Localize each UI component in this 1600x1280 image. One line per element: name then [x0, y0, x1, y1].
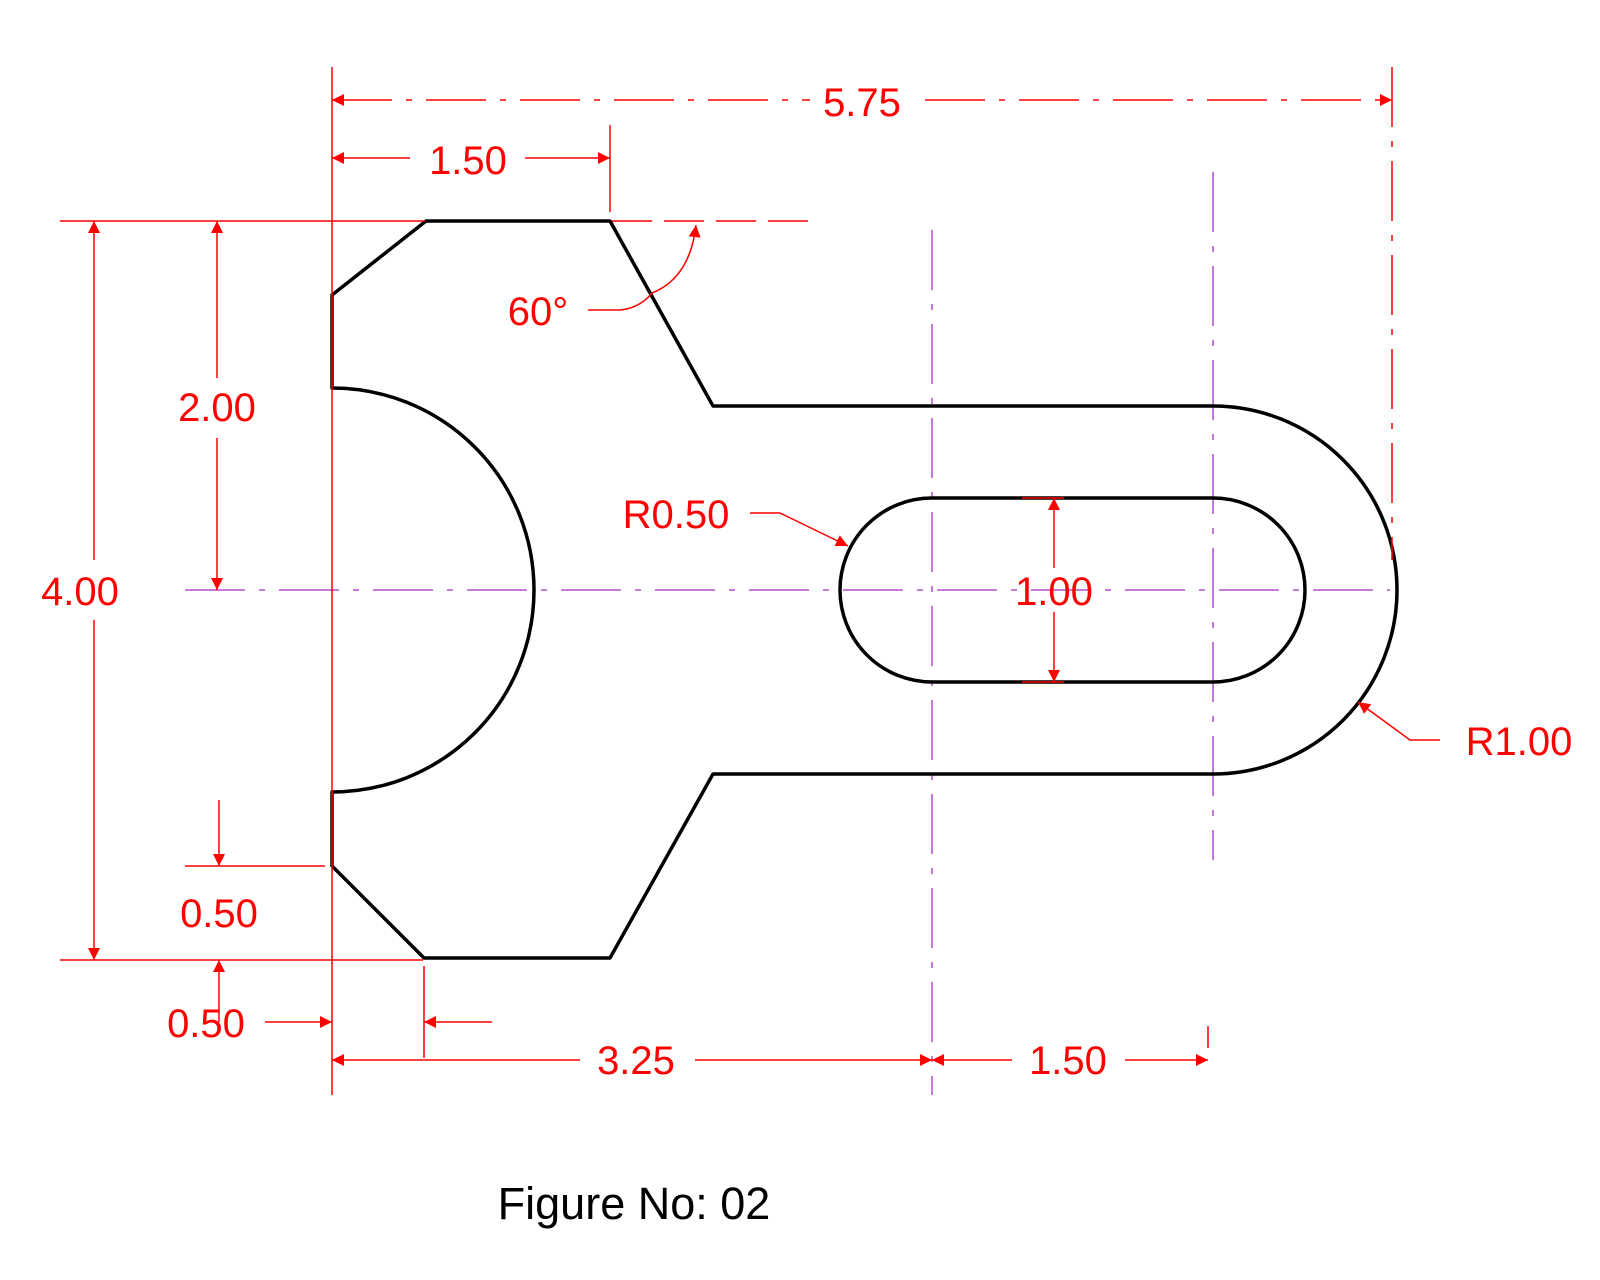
part-outline [330, 219, 1399, 960]
figure-caption: Figure No: 02 [498, 1178, 771, 1229]
dim-label-slot-width: 1.00 [1015, 570, 1093, 614]
dim-label-end-radius: R1.00 [1466, 720, 1573, 764]
slot-profile [838, 496, 1307, 684]
dim-label-to-slot-center: 3.25 [597, 1039, 675, 1083]
outer-profile [330, 219, 1399, 960]
dimension-lines [60, 67, 1440, 1095]
leader-angle [588, 292, 653, 311]
dim-label-chamfer-horizontal: 0.50 [167, 1002, 245, 1046]
dim-label-angle: 60° [508, 290, 569, 334]
dim-label-overall-height: 4.00 [41, 570, 119, 614]
dim-label-overall-width: 5.75 [823, 81, 901, 125]
dim-arc-angle [651, 224, 701, 294]
dim-label-top-flat: 1.50 [429, 139, 507, 183]
dim-label-slot-center-distance: 1.50 [1029, 1039, 1107, 1083]
dim-label-half-height: 2.00 [178, 386, 256, 430]
center-lines [185, 172, 1390, 1095]
dim-label-chamfer-vertical: 0.50 [180, 892, 258, 936]
leader-slot-radius [750, 512, 849, 547]
dim-label-slot-radius: R0.50 [623, 493, 730, 537]
dimension-labels: 5.75 1.50 60° 2.00 4.00 R0.50 1.00 R1.00… [41, 81, 1572, 1083]
leader-end-radius [1357, 701, 1440, 741]
